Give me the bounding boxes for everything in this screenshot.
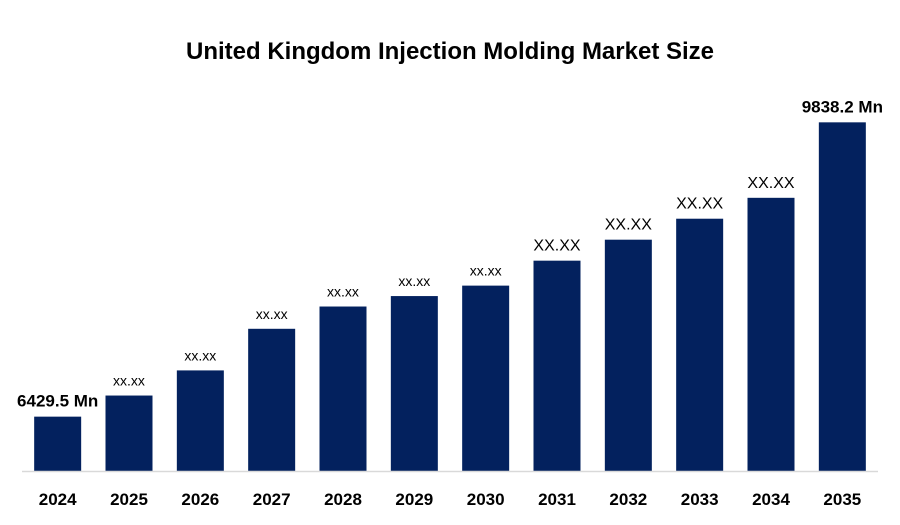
data-label-2030: xx.xx [470, 263, 502, 279]
data-label-2024: 6429.5 Mn [17, 392, 98, 411]
bar-2024 [34, 416, 82, 471]
data-label-2033: XX.XX [676, 196, 723, 213]
x-tick-2027: 2027 [253, 490, 291, 509]
data-label-2029: xx.xx [398, 273, 430, 289]
data-label-2032: XX.XX [605, 217, 652, 234]
data-label-2028: xx.xx [327, 284, 359, 300]
bar-2034 [747, 197, 795, 471]
bar-2035 [818, 122, 866, 471]
x-tick-2032: 2032 [609, 490, 647, 509]
x-tick-2034: 2034 [752, 490, 790, 509]
bar-2026 [176, 370, 224, 471]
data-label-2035: 9838.2 Mn [802, 97, 883, 116]
bar-2029 [390, 296, 438, 471]
x-tick-2026: 2026 [181, 490, 219, 509]
data-label-2026: xx.xx [184, 347, 216, 363]
x-tick-2029: 2029 [395, 490, 433, 509]
tick-labels-group: 2024 2025 2026 2027 2028 2029 2030 2031 2032 2033… [39, 490, 861, 509]
x-tick-2030: 2030 [467, 490, 505, 509]
bars-group [34, 122, 866, 471]
chart-title: United Kingdom Injection Molding Market … [185, 38, 714, 65]
x-tick-2028: 2028 [324, 490, 362, 509]
bar-2032 [604, 239, 652, 471]
x-tick-2031: 2031 [538, 490, 576, 509]
data-label-2025: xx.xx [113, 373, 145, 389]
bar-2033 [676, 218, 724, 471]
bar-2031 [533, 260, 581, 471]
bar-2027 [248, 328, 296, 471]
bar-2030 [462, 285, 510, 471]
x-tick-2025: 2025 [110, 490, 148, 509]
x-tick-2024: 2024 [39, 490, 77, 509]
data-labels-group: 6429.5 Mn xx.xx xx.xx xx.xx xx.xx xx.xx xx.xx X… [17, 97, 883, 410]
data-label-2027: xx.xx [256, 306, 288, 322]
bar-2028 [319, 306, 367, 471]
x-tick-2035: 2035 [823, 490, 861, 509]
x-tick-2033: 2033 [681, 490, 719, 509]
data-label-2031: XX.XX [533, 238, 580, 255]
data-label-2034: XX.XX [747, 175, 794, 192]
bar-2025 [105, 395, 153, 471]
